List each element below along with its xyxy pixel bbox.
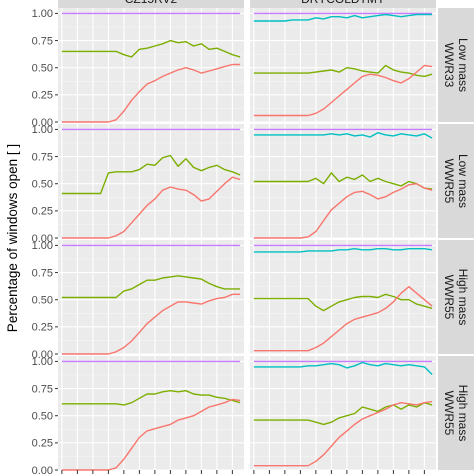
- y-axis-title: Percentage of windows open [ ]: [5, 144, 20, 332]
- y-tick-label: 0.00: [32, 233, 53, 245]
- series-line: [61, 39, 241, 58]
- y-tick-label: 1.00: [32, 356, 53, 368]
- series-line: [253, 361, 433, 375]
- series-line: [61, 398, 241, 471]
- y-tick-label: 0.75: [32, 383, 53, 395]
- row-strip-label: Low massWWR55: [442, 154, 470, 208]
- y-tick-label: 0.50: [32, 295, 53, 307]
- row-strip-label: High massWWR55: [442, 269, 470, 326]
- series-line: [61, 390, 241, 406]
- row-strip: [438, 8, 474, 122]
- column-strip-label: DRYCOLDTMY: [301, 0, 385, 6]
- series-line: [253, 64, 433, 117]
- series-line: [253, 64, 433, 78]
- column-strip: [250, 0, 436, 8]
- y-tick-label: 0.50: [32, 179, 53, 191]
- series-line: [253, 400, 433, 467]
- panel-background: [250, 240, 436, 354]
- y-tick-label: 0.50: [32, 63, 53, 75]
- panel-background: [250, 356, 436, 470]
- y-tick-label: 0.00: [32, 465, 53, 474]
- series-line: [61, 63, 241, 123]
- row-strip: [438, 240, 474, 354]
- series-line: [61, 176, 241, 239]
- panel-background: [58, 8, 244, 122]
- series-line: [253, 172, 433, 190]
- series-line: [253, 13, 433, 22]
- series-line: [61, 154, 241, 195]
- y-tick-label: 0.25: [32, 206, 53, 218]
- series-line: [253, 293, 433, 312]
- series-line: [253, 182, 433, 239]
- series-line: [253, 402, 433, 426]
- column-strip: [58, 0, 244, 8]
- y-tick-label: 0.75: [32, 151, 53, 163]
- row-strip-label: High massWWR55: [442, 385, 470, 442]
- y-tick-label: 0.25: [32, 90, 53, 102]
- series-line: [61, 293, 241, 355]
- panel-background: [250, 8, 436, 122]
- y-tick-label: 0.75: [32, 35, 53, 47]
- series-line: [61, 275, 241, 299]
- row-strip: [438, 124, 474, 238]
- panel-background: [58, 356, 244, 470]
- series-line: [253, 131, 433, 139]
- series-line: [253, 286, 433, 352]
- y-tick-label: 0.25: [32, 322, 53, 334]
- series-line: [253, 247, 433, 253]
- y-tick-label: 1.00: [32, 240, 53, 252]
- y-tick-label: 0.25: [32, 438, 53, 450]
- y-tick-label: 1.00: [32, 8, 53, 20]
- y-tick-label: 1.00: [32, 124, 53, 136]
- y-tick-label: 0.00: [32, 117, 53, 129]
- y-tick-label: 0.75: [32, 267, 53, 279]
- row-strip: [438, 356, 474, 470]
- panel-background: [58, 124, 244, 238]
- y-tick-label: 0.00: [32, 349, 53, 361]
- row-strip-label: Low massWWR33: [442, 38, 470, 92]
- y-tick-label: 0.50: [32, 411, 53, 423]
- column-strip-label: CZ15RV2: [125, 0, 178, 6]
